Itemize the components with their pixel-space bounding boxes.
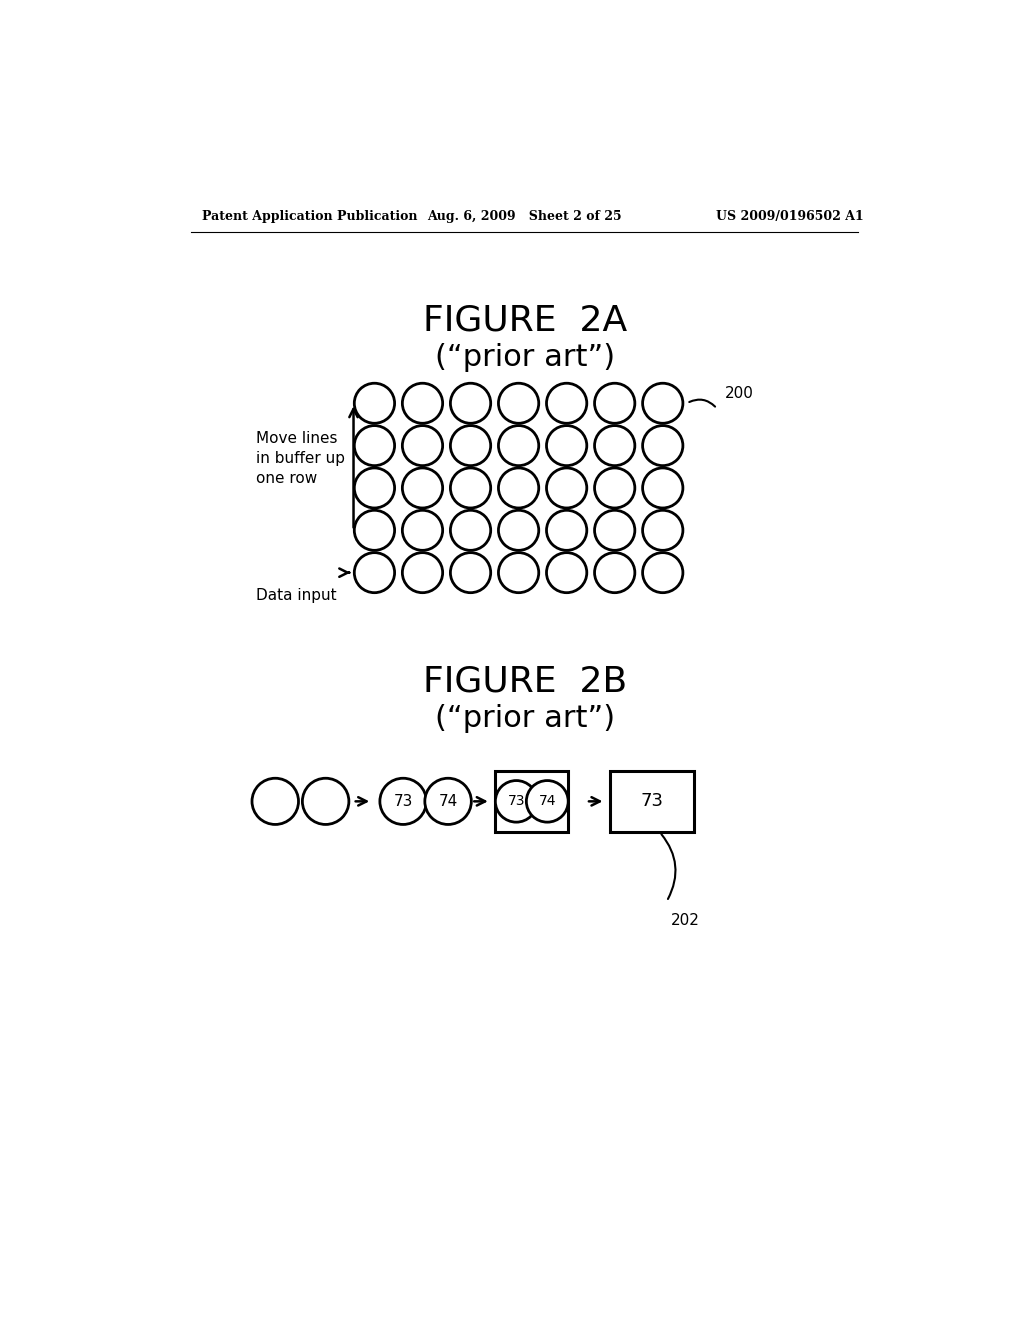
Ellipse shape	[499, 511, 539, 550]
Ellipse shape	[380, 779, 426, 825]
Ellipse shape	[402, 469, 442, 508]
Ellipse shape	[451, 469, 490, 508]
Ellipse shape	[354, 511, 394, 550]
Text: (“prior art”): (“prior art”)	[435, 343, 614, 371]
Ellipse shape	[595, 469, 635, 508]
Ellipse shape	[499, 425, 539, 466]
Ellipse shape	[451, 383, 490, 424]
Ellipse shape	[643, 511, 683, 550]
Text: Data input: Data input	[256, 589, 337, 603]
Text: 73: 73	[508, 795, 525, 808]
Ellipse shape	[451, 425, 490, 466]
Text: 74: 74	[539, 795, 556, 808]
Ellipse shape	[402, 425, 442, 466]
Ellipse shape	[595, 425, 635, 466]
Text: 202: 202	[671, 913, 699, 928]
Bar	[610, 771, 693, 832]
Text: 74: 74	[438, 793, 458, 809]
Text: 73: 73	[393, 793, 413, 809]
Ellipse shape	[547, 553, 587, 593]
Ellipse shape	[402, 383, 442, 424]
Ellipse shape	[302, 779, 349, 825]
Ellipse shape	[354, 469, 394, 508]
Text: Aug. 6, 2009   Sheet 2 of 25: Aug. 6, 2009 Sheet 2 of 25	[427, 210, 623, 223]
Ellipse shape	[595, 511, 635, 550]
Ellipse shape	[252, 779, 299, 825]
Ellipse shape	[354, 383, 394, 424]
Ellipse shape	[354, 553, 394, 593]
Ellipse shape	[526, 780, 568, 822]
Ellipse shape	[451, 553, 490, 593]
Ellipse shape	[499, 553, 539, 593]
Text: FIGURE  2A: FIGURE 2A	[423, 304, 627, 337]
Text: US 2009/0196502 A1: US 2009/0196502 A1	[717, 210, 864, 223]
Ellipse shape	[595, 383, 635, 424]
Text: 200: 200	[725, 385, 754, 400]
Ellipse shape	[595, 553, 635, 593]
Bar	[496, 771, 568, 832]
Ellipse shape	[499, 383, 539, 424]
Ellipse shape	[547, 469, 587, 508]
Ellipse shape	[547, 425, 587, 466]
Text: 73: 73	[640, 792, 664, 810]
Ellipse shape	[496, 780, 538, 822]
Ellipse shape	[402, 553, 442, 593]
Text: Move lines
in buffer up
one row: Move lines in buffer up one row	[256, 432, 345, 486]
Ellipse shape	[643, 469, 683, 508]
Text: Patent Application Publication: Patent Application Publication	[202, 210, 417, 223]
Ellipse shape	[425, 779, 471, 825]
Ellipse shape	[402, 511, 442, 550]
Ellipse shape	[643, 425, 683, 466]
Ellipse shape	[643, 553, 683, 593]
Text: (“prior art”): (“prior art”)	[435, 705, 614, 734]
Ellipse shape	[451, 511, 490, 550]
Ellipse shape	[547, 511, 587, 550]
Ellipse shape	[499, 469, 539, 508]
Ellipse shape	[643, 383, 683, 424]
Ellipse shape	[354, 425, 394, 466]
Ellipse shape	[547, 383, 587, 424]
Text: FIGURE  2B: FIGURE 2B	[423, 665, 627, 700]
